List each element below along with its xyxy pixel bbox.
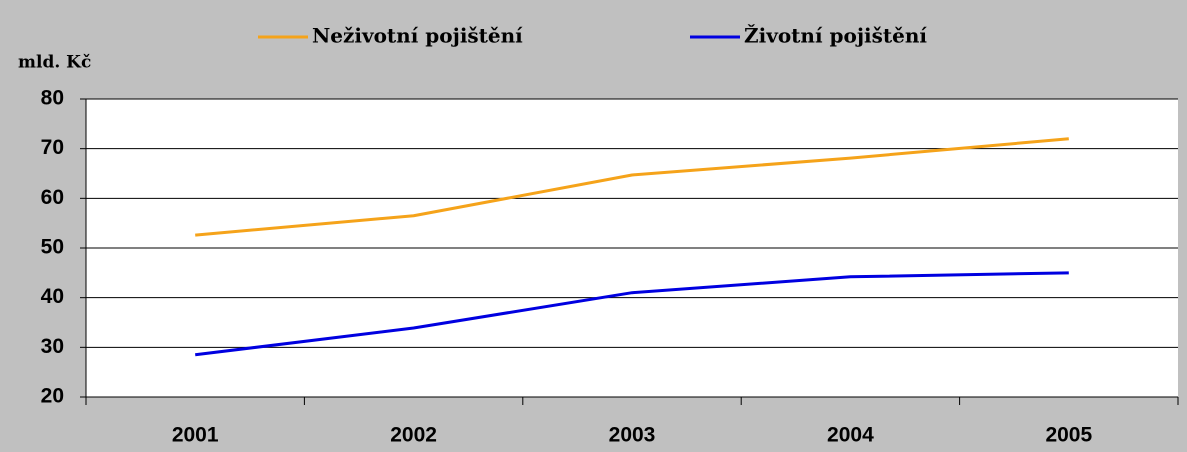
y-tick-label: 30 [41,335,64,358]
x-tick-label: 2005 [1045,424,1092,447]
series-line [195,137,1069,237]
y-tick-label: 20 [41,385,64,408]
y-tick-label: 70 [41,136,64,159]
y-tick-label: 60 [41,186,64,209]
series-line [195,271,1069,357]
legend-label: Životní pojištění [744,24,927,48]
y-tick-label: 50 [41,236,64,259]
x-tick-label: 2004 [827,424,874,447]
y-tick-label: 40 [41,285,64,308]
x-tick-label: 2003 [609,424,656,447]
y-tick-label: 80 [41,87,64,110]
x-tick-label: 2002 [390,424,437,447]
y-axis-label: mld. Kč [18,53,91,73]
legend-label: Neživotní pojištění [312,24,523,48]
x-tick-label: 2001 [172,424,219,447]
